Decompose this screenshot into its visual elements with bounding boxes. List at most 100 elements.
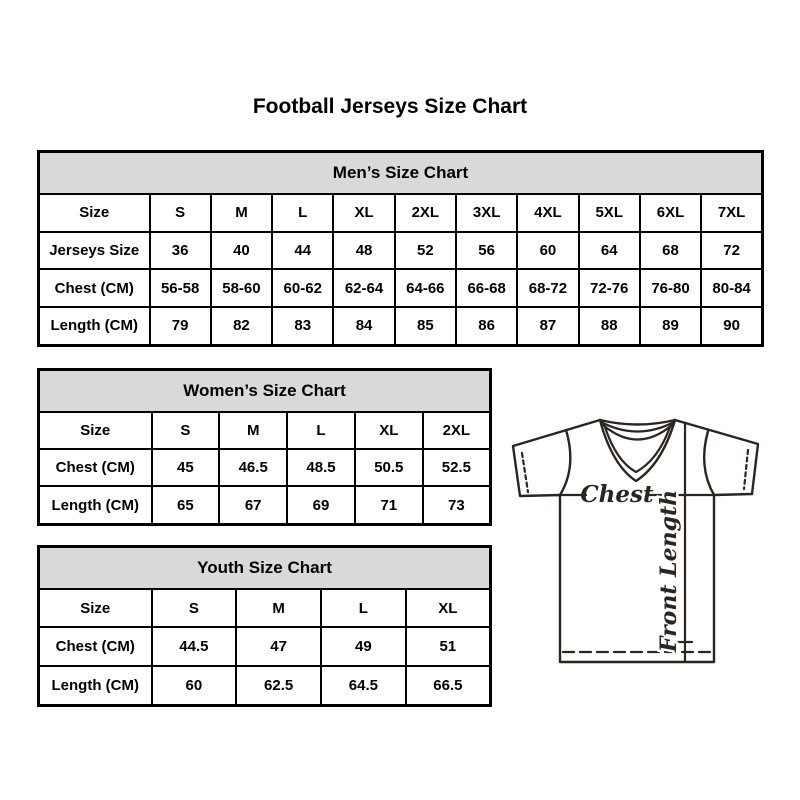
value-cell: 52 <box>393 230 457 271</box>
page-title: Football Jerseys Size Chart <box>252 95 528 118</box>
value-cell: 79 <box>148 305 212 347</box>
value-cell: 50.5 <box>353 448 424 488</box>
value-cell: 7XL <box>700 193 764 233</box>
value-cell: 76-80 <box>638 268 703 308</box>
value-cell: 64.5 <box>320 664 407 707</box>
value-cell: L <box>286 410 356 451</box>
value-cell: 2XL <box>393 193 457 233</box>
jersey-measurement-diagram: Chest Front Length <box>500 403 778 673</box>
value-cell: 3XL <box>454 193 519 233</box>
value-cell: 47 <box>235 626 322 667</box>
value-cell: 88 <box>577 305 641 347</box>
womens-size-table: Women’s Size Chart Size S M L XL 2XL Chest (CM… <box>37 368 492 526</box>
value-cell: 66.5 <box>404 664 492 707</box>
value-cell: 72 <box>700 230 764 271</box>
value-cell: 4XL <box>516 193 580 233</box>
value-cell: S <box>148 193 212 233</box>
mens-table-body: Size S M L XL 2XL 3XL 4XL 5XL 6XL 7XL Jerseys Size 3… <box>37 193 764 347</box>
row-label: Jerseys Size <box>37 230 151 271</box>
value-cell: 49 <box>320 626 407 667</box>
row-label: Chest (CM) <box>37 268 151 308</box>
value-cell: 69 <box>286 485 356 526</box>
mens-table-title: Men’s Size Chart <box>37 150 764 195</box>
value-cell: 51 <box>404 626 492 667</box>
value-cell: 66-68 <box>454 268 519 308</box>
value-cell: 60 <box>516 230 580 271</box>
row-label: Length (CM) <box>37 664 153 707</box>
table-row: Jerseys Size 36 40 44 48 52 56 60 64 68 72 <box>37 230 764 271</box>
value-cell: 60-62 <box>271 268 335 308</box>
value-cell: 62-64 <box>332 268 396 308</box>
row-label: Size <box>37 410 153 451</box>
value-cell: 56-58 <box>148 268 212 308</box>
value-cell: 2XL <box>421 410 492 451</box>
value-cell: 89 <box>638 305 703 347</box>
value-cell: L <box>320 587 407 629</box>
table-row: Length (CM) 60 62.5 64.5 66.5 <box>37 664 492 707</box>
row-label: Chest (CM) <box>37 448 153 488</box>
youth-table-title: Youth Size Chart <box>37 545 492 590</box>
value-cell: 65 <box>150 485 221 526</box>
value-cell: XL <box>332 193 396 233</box>
value-cell: 84 <box>332 305 396 347</box>
value-cell: 5XL <box>577 193 641 233</box>
row-label: Size <box>37 193 151 233</box>
value-cell: 67 <box>218 485 289 526</box>
value-cell: 80-84 <box>700 268 764 308</box>
value-cell: S <box>150 410 221 451</box>
value-cell: M <box>235 587 322 629</box>
value-cell: 72-76 <box>577 268 641 308</box>
value-cell: 52.5 <box>421 448 492 488</box>
row-label: Chest (CM) <box>37 626 153 667</box>
table-row: Length (CM) 65 67 69 71 73 <box>37 485 492 526</box>
jersey-body-outline <box>511 418 760 664</box>
value-cell: 36 <box>148 230 212 271</box>
row-label: Length (CM) <box>37 485 153 526</box>
value-cell: 64-66 <box>393 268 457 308</box>
value-cell: S <box>150 587 238 629</box>
value-cell: 40 <box>209 230 274 271</box>
value-cell: 44.5 <box>150 626 238 667</box>
value-cell: 48.5 <box>286 448 356 488</box>
womens-table-body: Size S M L XL 2XL Chest (CM) 45 46.5 48.5 50.5 52.5… <box>37 410 492 526</box>
value-cell: M <box>209 193 274 233</box>
front-length-label: Front Length <box>656 490 682 653</box>
value-cell: 46.5 <box>218 448 289 488</box>
youth-size-table: Youth Size Chart Size S M L XL Chest (CM) 44.5… <box>37 545 492 707</box>
table-row: Length (CM) 79 82 83 84 85 86 87 88 89 90 <box>37 305 764 347</box>
table-row: Size S M L XL 2XL 3XL 4XL 5XL 6XL 7XL <box>37 193 764 233</box>
value-cell: 68 <box>638 230 703 271</box>
value-cell: 45 <box>150 448 221 488</box>
value-cell: 48 <box>332 230 396 271</box>
jersey-outline-icon: Chest Front Length <box>511 418 760 664</box>
value-cell: 68-72 <box>516 268 580 308</box>
table-row: Chest (CM) 44.5 47 49 51 <box>37 626 492 667</box>
mens-size-table: Men’s Size Chart Size S M L XL 2XL 3XL 4XL 5XL 6X… <box>37 150 764 347</box>
value-cell: 44 <box>271 230 335 271</box>
value-cell: 64 <box>577 230 641 271</box>
value-cell: XL <box>353 410 424 451</box>
value-cell: 56 <box>454 230 519 271</box>
value-cell: 90 <box>700 305 764 347</box>
value-cell: 62.5 <box>235 664 322 707</box>
value-cell: 83 <box>271 305 335 347</box>
value-cell: 85 <box>393 305 457 347</box>
value-cell: 71 <box>353 485 424 526</box>
table-row: Chest (CM) 45 46.5 48.5 50.5 52.5 <box>37 448 492 488</box>
value-cell: 87 <box>516 305 580 347</box>
value-cell: XL <box>404 587 492 629</box>
table-row: Size S M L XL 2XL <box>37 410 492 451</box>
youth-table-body: Size S M L XL Chest (CM) 44.5 47 49 51 Length (CM)… <box>37 587 492 707</box>
value-cell: 60 <box>150 664 238 707</box>
value-cell: L <box>271 193 335 233</box>
womens-table-title: Women’s Size Chart <box>37 368 492 413</box>
value-cell: 58-60 <box>209 268 274 308</box>
value-cell: 86 <box>454 305 519 347</box>
chest-label: Chest <box>580 481 654 508</box>
value-cell: 73 <box>421 485 492 526</box>
row-label: Length (CM) <box>37 305 151 347</box>
value-cell: M <box>218 410 289 451</box>
value-cell: 82 <box>209 305 274 347</box>
row-label: Size <box>37 587 153 629</box>
